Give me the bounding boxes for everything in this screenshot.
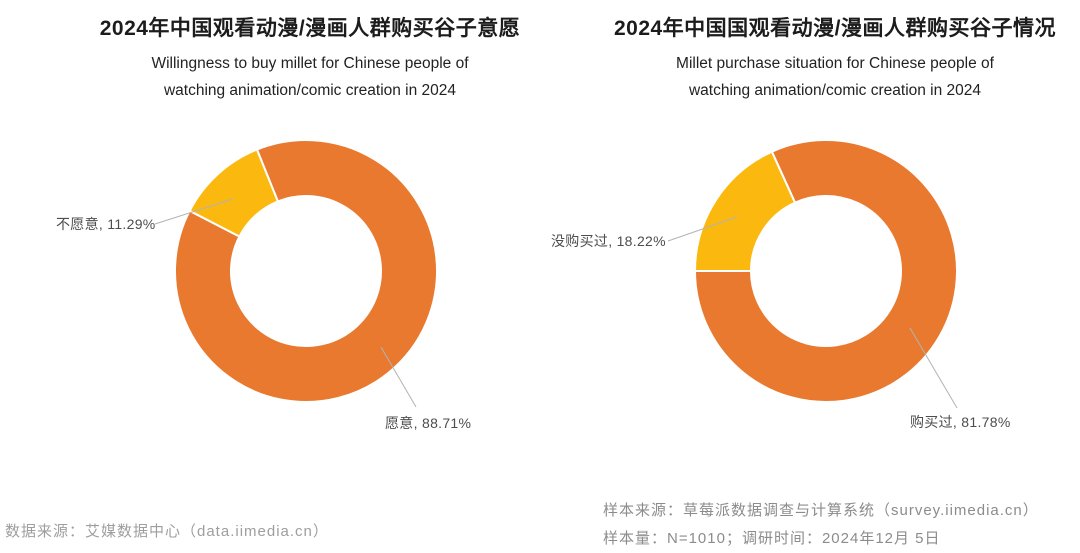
slice-label-purchased: 购买过, 81.78%: [910, 414, 1011, 430]
right-chart-subtitle-en-line1: Millet purchase situation for Chinese pe…: [676, 55, 994, 72]
sample-source-note: 样本来源：草莓派数据调查与计算系统（survey.iimedia.cn） 样本量…: [603, 497, 1039, 553]
slice-label-unwilling: 不愿意, 11.29%: [56, 216, 156, 232]
slice-label-willing: 愿意, 88.71%: [385, 415, 472, 431]
data-source-note: 数据来源：艾媒数据中心（data.iimedia.cn）: [5, 523, 329, 540]
donut-slice-0: [174, 139, 438, 403]
right-chart-title-zh: 2024年中国国观看动漫/漫画人群购买谷子情况: [613, 17, 1057, 40]
left-chart-subtitle-en-line1: Willingness to buy millet for Chinese pe…: [151, 55, 469, 72]
right-chart-header: 2024年中国国观看动漫/漫画人群购买谷子情况 Millet purchase …: [565, 14, 1080, 104]
left-chart-subtitle-en-line2: watching animation/comic creation in 202…: [163, 82, 457, 99]
right-chart-subtitle-en-line2: watching animation/comic creation in 202…: [688, 82, 982, 99]
sample-source-line: 样本来源：草莓派数据调查与计算系统（survey.iimedia.cn）: [603, 502, 1039, 519]
sample-size-line: 样本量：N=1010；调研时间：2024年12月 5日: [603, 530, 941, 547]
left-chart-header: 2024年中国观看动漫/漫画人群购买谷子意愿 Willingness to bu…: [40, 14, 580, 104]
donut-slice-1: [694, 150, 797, 272]
donut-chart-willingness: [174, 139, 438, 403]
left-chart-title-zh: 2024年中国观看动漫/漫画人群购买谷子意愿: [99, 17, 521, 40]
donut-chart-purchase: [694, 139, 958, 403]
donut-slice-0: [694, 139, 958, 403]
slice-label-not-purchased: 没购买过, 18.22%: [551, 233, 666, 249]
